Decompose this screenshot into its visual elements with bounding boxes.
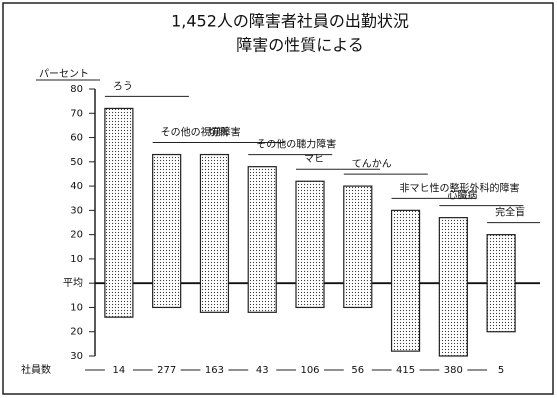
bar — [486, 234, 516, 333]
category-label: 切断 — [208, 126, 228, 139]
employee-count: 5 — [498, 365, 504, 376]
employee-count: 43 — [256, 365, 269, 376]
bar — [390, 209, 421, 352]
employee-count: 415 — [396, 365, 415, 376]
bar — [247, 166, 277, 313]
y-tick-label: 80 — [70, 84, 83, 95]
category-label: 完全盲 — [495, 206, 525, 219]
employee-count: 277 — [157, 365, 176, 376]
y-tick-label: 10 — [70, 254, 83, 265]
bar — [152, 153, 182, 309]
bar — [438, 217, 468, 357]
employee-count: 380 — [444, 365, 463, 376]
employee-count: 106 — [300, 365, 319, 376]
category-label: その他の視覚障害 — [161, 126, 241, 139]
category-label: 非マヒ性の整形外科的障害 — [400, 181, 520, 194]
y-tick-label: 20 — [70, 230, 83, 241]
chart-title: 1,452人の障害者社員の出勤状況 — [171, 12, 409, 31]
employee-count: 163 — [205, 365, 224, 376]
count-label: 社員数 — [21, 363, 51, 376]
y-tick-label: 30 — [70, 205, 83, 216]
employee-count: 56 — [351, 365, 364, 376]
category-label: 心臓病 — [447, 189, 477, 202]
employee-count: 14 — [113, 365, 126, 376]
y-tick-label: 70 — [70, 108, 83, 119]
category-label: てんかん — [352, 158, 392, 170]
chart-subtitle: 障害の性質による — [236, 36, 364, 55]
category-label: マヒ — [304, 153, 324, 165]
y-axis-label: パーセント — [39, 68, 89, 80]
y-tick-label: 10 — [70, 302, 83, 313]
y-tick-label: 50 — [70, 157, 83, 168]
bar — [199, 153, 230, 313]
bar — [104, 107, 134, 318]
y-tick-label: 60 — [70, 133, 83, 144]
y-tick-label: 40 — [70, 181, 83, 192]
y-tick-label: 平均 — [63, 277, 83, 289]
category-label: ろう — [113, 80, 133, 92]
frame — [2, 2, 554, 395]
bar — [343, 185, 373, 309]
bar — [295, 180, 325, 309]
y-tick-label: 20 — [70, 327, 83, 338]
category-label: その他の聴力障害 — [256, 138, 336, 151]
y-tick-label: 30 — [70, 351, 83, 362]
